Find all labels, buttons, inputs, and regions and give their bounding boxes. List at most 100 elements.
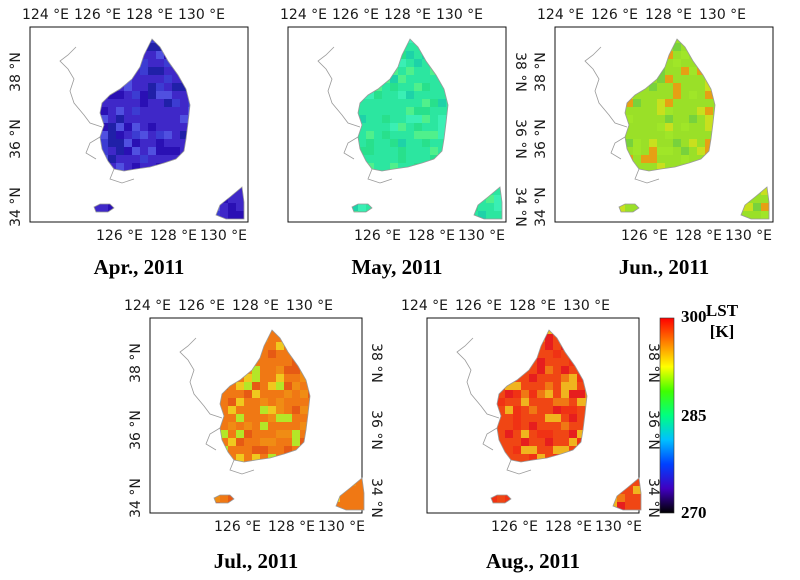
- lst-pixel: [545, 414, 553, 422]
- top-tick: 124 °E: [401, 298, 448, 314]
- lst-pixel: [398, 155, 406, 163]
- lst-pixel: [561, 398, 569, 406]
- panel-title: May, 2011: [351, 255, 442, 279]
- lst-pixel: [761, 203, 769, 211]
- lst-pixel: [366, 131, 374, 139]
- coastline: [59, 46, 135, 184]
- coastline: [624, 38, 716, 172]
- lst-pixel: [529, 446, 537, 454]
- lst-pixel: [689, 91, 697, 99]
- coastline: [496, 329, 588, 463]
- lst-pixel: [513, 406, 521, 414]
- lst-pixel: [649, 147, 657, 155]
- lst-pixel: [252, 366, 260, 374]
- lst-pixel: [561, 382, 569, 390]
- right-tick: 38 °N: [368, 343, 384, 383]
- right-tick: 34 °N: [512, 187, 528, 227]
- lst-pixel: [214, 494, 220, 502]
- lst-pixel: [641, 462, 649, 470]
- bottom-tick: 130 °E: [725, 228, 772, 244]
- lst-pixel: [697, 107, 705, 115]
- lst-pixel: [545, 330, 553, 334]
- lst-pixel: [414, 107, 422, 115]
- lst-pixel: [284, 390, 292, 398]
- left-tick: 36 °N: [533, 119, 549, 159]
- lst-pixel: [228, 211, 236, 219]
- lst-pixel: [132, 139, 140, 147]
- lst-pixel: [124, 83, 132, 91]
- top-tick: 130 °E: [563, 298, 610, 314]
- lst-pixel: [625, 139, 633, 147]
- lst-pixel: [364, 398, 372, 406]
- lst-pixel: [657, 123, 665, 131]
- lst-pixel: [390, 139, 398, 147]
- lst-pixel: [537, 454, 545, 462]
- lst-pixel: [577, 398, 585, 406]
- lst-pixel: [422, 115, 430, 123]
- lst-pixel: [569, 414, 577, 422]
- lst-pixel: [276, 406, 284, 414]
- lst-pixel: [148, 39, 156, 43]
- coastline: [215, 186, 245, 220]
- lst-pixel: [673, 43, 681, 51]
- left-tick: 38 °N: [533, 52, 549, 92]
- lst-pixel: [513, 390, 521, 398]
- lst-pixel: [505, 430, 513, 438]
- lst-pixel: [382, 115, 390, 123]
- lst-pixel: [665, 99, 673, 107]
- colorbar-mid: 285: [681, 406, 707, 425]
- bottom-tick: 126 °E: [96, 228, 143, 244]
- lst-pixel: [521, 430, 529, 438]
- right-tick: 34 °N: [645, 478, 661, 518]
- lst-pixel: [236, 382, 244, 390]
- lst-pixel: [561, 422, 569, 430]
- lst-pixel: [657, 75, 665, 83]
- lst-pixel: [619, 203, 625, 211]
- right-tick: 36 °N: [512, 119, 528, 159]
- lst-pixel: [276, 398, 284, 406]
- lst-pixel: [625, 99, 633, 107]
- lst-pixel: [132, 107, 140, 115]
- lst-pixel: [577, 374, 585, 382]
- lst-pixel: [100, 131, 108, 139]
- lst-pixel: [513, 414, 521, 422]
- bottom-tick: 130 °E: [458, 228, 505, 244]
- lst-pixel: [553, 350, 561, 358]
- lst-pixel: [358, 115, 366, 123]
- lst-pixel: [108, 131, 116, 139]
- top-tick: 126 °E: [74, 7, 121, 23]
- lst-pixel: [390, 163, 398, 171]
- lst-pixel: [545, 430, 553, 438]
- lst-pixel: [569, 406, 577, 414]
- lst-pixel: [260, 422, 268, 430]
- lst-pixel: [521, 398, 529, 406]
- lst-pixel: [478, 211, 486, 219]
- lst-pixel: [705, 107, 713, 115]
- lst-pixel: [140, 99, 148, 107]
- left-tick: 34 °N: [128, 478, 144, 518]
- lst-pixel: [156, 51, 164, 59]
- lst-pixel: [430, 147, 438, 155]
- lst-pixel: [244, 430, 252, 438]
- lst-pixel: [108, 139, 116, 147]
- lst-pixel: [244, 422, 252, 430]
- colorbar: LST [K] 300 285 270: [659, 301, 739, 522]
- lst-pixel: [569, 382, 577, 390]
- colorbar-unit: [K]: [710, 322, 735, 341]
- coastline: [335, 477, 365, 511]
- lst-pixel: [406, 107, 414, 115]
- lst-pixel: [513, 382, 521, 390]
- lst-pixel: [705, 123, 713, 131]
- lst-pixel: [390, 83, 398, 91]
- colorbar-label: LST: [706, 301, 739, 320]
- lst-pixel: [108, 123, 116, 131]
- lst-pixel: [430, 99, 438, 107]
- lst-pixel: [292, 366, 300, 374]
- coastline: [179, 337, 255, 475]
- lst-pixel: [366, 139, 374, 147]
- coastline: [99, 38, 191, 172]
- lst-pixel: [513, 446, 521, 454]
- lst-pixel: [398, 147, 406, 155]
- map-panel-apr: 124 °E 126 °E 128 °E 130 °E 126 °E 128 °…: [8, 7, 249, 279]
- lst-pixel: [414, 59, 422, 67]
